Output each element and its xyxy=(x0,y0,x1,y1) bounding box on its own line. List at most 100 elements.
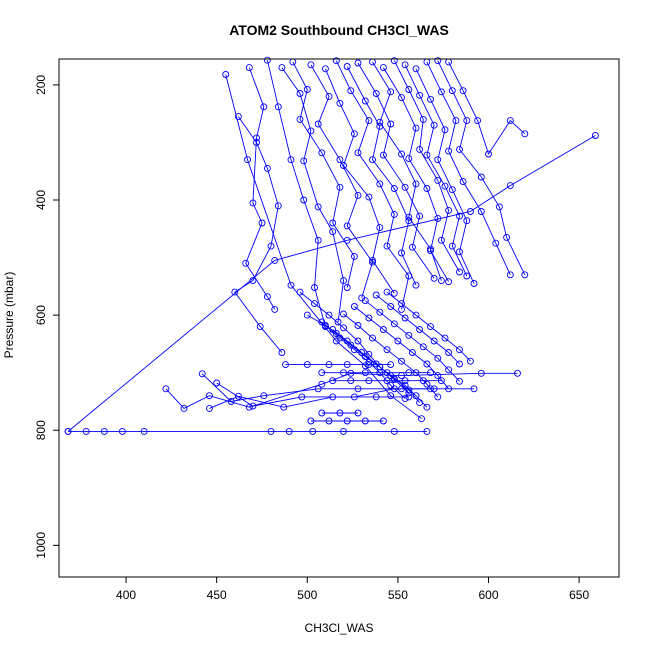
plot-points xyxy=(64,56,599,435)
series-line-6 xyxy=(225,74,422,420)
data-point xyxy=(423,185,431,192)
data-point xyxy=(340,369,347,377)
data-point xyxy=(459,87,467,95)
data-point xyxy=(321,65,329,73)
data-point xyxy=(296,288,304,296)
data-point xyxy=(456,248,463,256)
data-point xyxy=(398,372,405,380)
data-point xyxy=(434,57,442,65)
data-point xyxy=(434,214,442,222)
data-point xyxy=(412,180,420,188)
data-point xyxy=(416,399,424,407)
data-point xyxy=(485,150,492,158)
data-point xyxy=(423,380,431,388)
data-point xyxy=(365,117,373,125)
series-line-22 xyxy=(426,61,511,275)
data-point xyxy=(300,196,308,204)
data-point xyxy=(347,87,355,95)
data-point xyxy=(329,326,337,333)
data-point xyxy=(354,191,362,199)
data-point xyxy=(419,115,427,123)
data-point xyxy=(495,203,503,211)
data-point xyxy=(340,277,347,285)
data-point xyxy=(231,288,239,296)
data-point xyxy=(205,392,213,400)
data-point xyxy=(390,427,398,435)
chart-title: ATOM2 Southbound CH3Cl_WAS xyxy=(229,22,449,38)
data-point xyxy=(263,293,271,301)
data-point xyxy=(256,323,264,331)
data-point xyxy=(278,349,286,356)
data-point xyxy=(416,212,424,220)
data-point xyxy=(314,120,322,128)
data-point xyxy=(369,334,376,342)
data-point xyxy=(423,427,431,435)
data-point xyxy=(419,377,427,385)
data-point xyxy=(408,349,416,356)
data-point xyxy=(336,183,344,191)
data-point xyxy=(383,369,391,377)
data-point xyxy=(340,310,347,318)
data-point xyxy=(470,385,478,393)
series-line-10 xyxy=(281,67,344,323)
data-point xyxy=(343,222,351,230)
series-line-18 xyxy=(383,67,449,282)
series-line-17 xyxy=(372,61,442,281)
data-point xyxy=(329,377,337,385)
data-point xyxy=(456,212,463,220)
data-point xyxy=(347,341,355,349)
data-point xyxy=(506,182,514,190)
data-point xyxy=(437,236,445,244)
x-axis: 400 450 500 550 600 650 xyxy=(116,577,589,602)
data-point xyxy=(354,409,362,417)
data-point xyxy=(314,236,322,244)
data-point xyxy=(514,369,521,377)
data-point xyxy=(325,361,333,369)
data-point xyxy=(376,118,384,126)
data-point xyxy=(448,87,456,95)
data-point xyxy=(263,164,271,172)
data-point xyxy=(434,156,442,164)
data-point xyxy=(492,239,500,247)
data-point xyxy=(463,272,471,280)
data-point xyxy=(249,199,257,207)
data-point xyxy=(271,256,279,264)
data-point xyxy=(427,95,434,103)
data-point xyxy=(423,403,431,411)
x-tick-label: 500 xyxy=(297,588,317,602)
data-point xyxy=(244,156,251,164)
data-point xyxy=(379,151,387,159)
x-tick-label: 600 xyxy=(478,588,498,602)
y-axis-label: Pressure (mbar) xyxy=(2,272,16,359)
data-point xyxy=(423,360,431,368)
data-point xyxy=(365,361,373,369)
data-point xyxy=(318,149,326,157)
data-point xyxy=(354,385,362,393)
data-point xyxy=(287,281,295,289)
y-tick-label: 800 xyxy=(34,420,48,440)
y-tick-label: 200 xyxy=(34,75,48,95)
data-point xyxy=(379,326,387,333)
data-point xyxy=(434,176,442,184)
data-point xyxy=(282,361,289,369)
data-point xyxy=(398,249,405,257)
data-point xyxy=(64,427,72,435)
x-tick-label: 450 xyxy=(207,588,227,602)
data-point xyxy=(398,150,405,158)
data-point xyxy=(336,409,344,417)
data-point xyxy=(260,392,268,400)
data-point xyxy=(361,97,369,105)
data-point xyxy=(354,322,362,329)
x-tick-label: 650 xyxy=(569,588,589,602)
data-point xyxy=(416,145,424,153)
data-point xyxy=(387,303,395,310)
data-point xyxy=(354,149,362,157)
series-line-11 xyxy=(292,61,355,288)
data-point xyxy=(401,395,409,403)
data-point xyxy=(340,324,347,332)
data-point xyxy=(430,337,438,345)
data-point xyxy=(474,117,482,125)
data-point xyxy=(350,252,358,260)
data-point xyxy=(314,385,322,393)
